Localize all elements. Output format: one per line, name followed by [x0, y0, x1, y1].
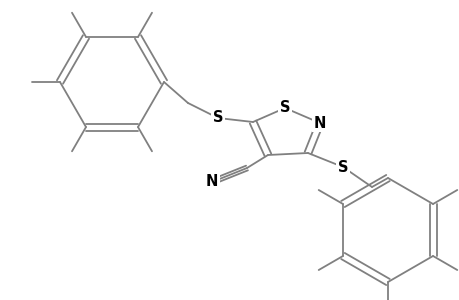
Text: S: S	[212, 110, 223, 125]
Text: S: S	[279, 100, 290, 116]
Text: N: N	[313, 116, 325, 130]
Text: S: S	[337, 160, 347, 175]
Text: N: N	[205, 175, 218, 190]
